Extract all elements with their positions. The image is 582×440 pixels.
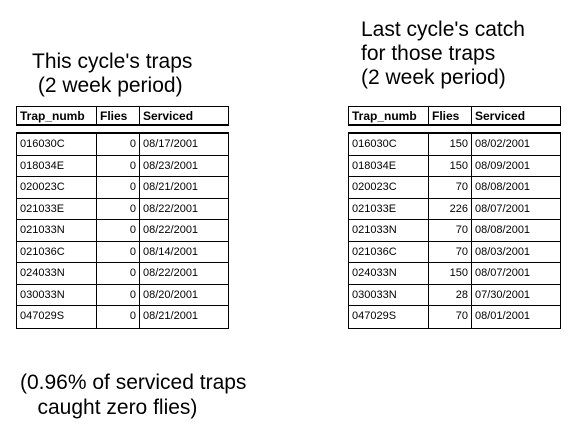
table-row: 030033N 0 08/20/2001 bbox=[17, 284, 228, 306]
serviced-date-cell: 08/09/2001 bbox=[475, 159, 531, 172]
table-header: Trap_numb Flies Serviced bbox=[16, 106, 229, 126]
trap-number-cell: 030033N bbox=[349, 284, 429, 305]
trap-number-cell: 018034E bbox=[349, 155, 429, 176]
table-row: 030033N 28 07/30/2001 bbox=[349, 284, 560, 306]
serviced-date-cell: 08/14/2001 bbox=[143, 245, 199, 258]
table-row: 018034E 150 08/09/2001 bbox=[349, 155, 560, 177]
flies-header: Flies bbox=[97, 107, 140, 124]
flies-cell: 70 bbox=[429, 306, 472, 328]
serviced-date-cell: 08/20/2001 bbox=[143, 288, 199, 301]
serviced-date-cell: 08/07/2001 bbox=[475, 267, 531, 279]
serviced-date-cell: 08/03/2001 bbox=[475, 245, 531, 258]
trap-number-cell: 021036C bbox=[17, 241, 97, 262]
trap-number-cell: 020023C bbox=[17, 177, 97, 198]
flies-cell: 0 bbox=[97, 134, 140, 155]
serviced-date-cell: 08/08/2001 bbox=[475, 181, 531, 193]
trap-number-cell: 047029S bbox=[17, 306, 97, 328]
table-row: 016030C 150 08/02/2001 bbox=[349, 134, 560, 156]
left-heading: This cycle's traps (2 week period) bbox=[32, 50, 193, 97]
trap-number-cell: 021033N bbox=[349, 220, 429, 241]
trap-number-cell: 016030C bbox=[349, 134, 429, 155]
left-table: Trap_numb Flies Serviced 016030C 0 08/17/2001… bbox=[16, 106, 229, 329]
flies-cell: 0 bbox=[97, 220, 140, 241]
right-table: Trap_numb Flies Serviced 016030C 150 08/02/20… bbox=[348, 106, 561, 329]
table-row: 024033N 150 08/07/2001 bbox=[349, 263, 560, 285]
trap-number-cell: 024033N bbox=[349, 263, 429, 284]
trap-number-cell: 021033N bbox=[17, 220, 97, 241]
flies-cell: 0 bbox=[97, 155, 140, 176]
flies-cell: 0 bbox=[97, 306, 140, 328]
table-row: 021033N 70 08/08/2001 bbox=[349, 220, 560, 242]
table-row: 047029S 70 08/01/2001 bbox=[349, 306, 560, 328]
flies-cell: 0 bbox=[97, 198, 140, 219]
flies-cell: 150 bbox=[429, 263, 472, 284]
table-body: 016030C 0 08/17/2001 018034E 0 08/23/2001 0200… bbox=[16, 132, 229, 329]
flies-cell: 0 bbox=[97, 241, 140, 262]
table-body: 016030C 150 08/02/2001 018034E 150 08/09/2001… bbox=[348, 132, 561, 329]
table-row: 020023C 0 08/21/2001 bbox=[17, 177, 228, 199]
serviced-date-cell: 07/30/2001 bbox=[475, 288, 531, 301]
serviced-date-cell: 08/22/2001 bbox=[143, 224, 199, 236]
serviced-date-cell: 08/21/2001 bbox=[143, 181, 199, 193]
trap-number-header: Trap_numb bbox=[349, 107, 429, 124]
serviced-date-cell: 08/23/2001 bbox=[143, 159, 199, 172]
zero-flies-note: (0.96% of serviced traps caught zero fli… bbox=[20, 371, 247, 419]
trap-number-cell: 047029S bbox=[349, 306, 429, 328]
serviced-date-cell: 08/07/2001 bbox=[475, 202, 531, 215]
serviced-date-cell: 08/21/2001 bbox=[143, 310, 199, 322]
trap-number-cell: 020023C bbox=[349, 177, 429, 198]
serviced-date-cell: 08/02/2001 bbox=[475, 138, 531, 150]
table-row: 016030C 0 08/17/2001 bbox=[17, 134, 228, 156]
trap-number-cell: 021036C bbox=[349, 241, 429, 262]
flies-cell: 0 bbox=[97, 284, 140, 305]
flies-cell: 226 bbox=[429, 198, 472, 219]
table-row: 021036C 70 08/03/2001 bbox=[349, 241, 560, 263]
table-row: 021033N 0 08/22/2001 bbox=[17, 220, 228, 242]
trap-number-header: Trap_numb bbox=[17, 107, 97, 124]
serviced-date-cell: 08/22/2001 bbox=[143, 267, 199, 279]
trap-number-cell: 018034E bbox=[17, 155, 97, 176]
table-row: 020023C 70 08/08/2001 bbox=[349, 177, 560, 199]
serviced-header: Serviced bbox=[475, 109, 526, 123]
flies-cell: 0 bbox=[97, 177, 140, 198]
table-row: 018034E 0 08/23/2001 bbox=[17, 155, 228, 177]
serviced-date-cell: 08/22/2001 bbox=[143, 202, 199, 215]
serviced-header: Serviced bbox=[143, 109, 194, 123]
flies-cell: 150 bbox=[429, 134, 472, 155]
trap-number-cell: 024033N bbox=[17, 263, 97, 284]
flies-cell: 150 bbox=[429, 155, 472, 176]
flies-cell: 28 bbox=[429, 284, 472, 305]
trap-number-cell: 021033E bbox=[349, 198, 429, 219]
flies-cell: 70 bbox=[429, 220, 472, 241]
flies-header: Flies bbox=[429, 107, 472, 124]
serviced-date-cell: 08/01/2001 bbox=[475, 310, 531, 322]
table-header: Trap_numb Flies Serviced bbox=[348, 106, 561, 126]
table-row: 021036C 0 08/14/2001 bbox=[17, 241, 228, 263]
flies-cell: 70 bbox=[429, 177, 472, 198]
right-heading: Last cycle's catch for those traps (2 we… bbox=[361, 18, 525, 89]
serviced-date-cell: 08/17/2001 bbox=[143, 138, 199, 150]
table-row: 024033N 0 08/22/2001 bbox=[17, 263, 228, 285]
serviced-date-cell: 08/08/2001 bbox=[475, 224, 531, 236]
flies-cell: 70 bbox=[429, 241, 472, 262]
table-row: 021033E 226 08/07/2001 bbox=[349, 198, 560, 220]
trap-number-cell: 021033E bbox=[17, 198, 97, 219]
table-row: 021033E 0 08/22/2001 bbox=[17, 198, 228, 220]
table-row: 047029S 0 08/21/2001 bbox=[17, 306, 228, 328]
trap-number-cell: 030033N bbox=[17, 284, 97, 305]
flies-cell: 0 bbox=[97, 263, 140, 284]
trap-number-cell: 016030C bbox=[17, 134, 97, 155]
